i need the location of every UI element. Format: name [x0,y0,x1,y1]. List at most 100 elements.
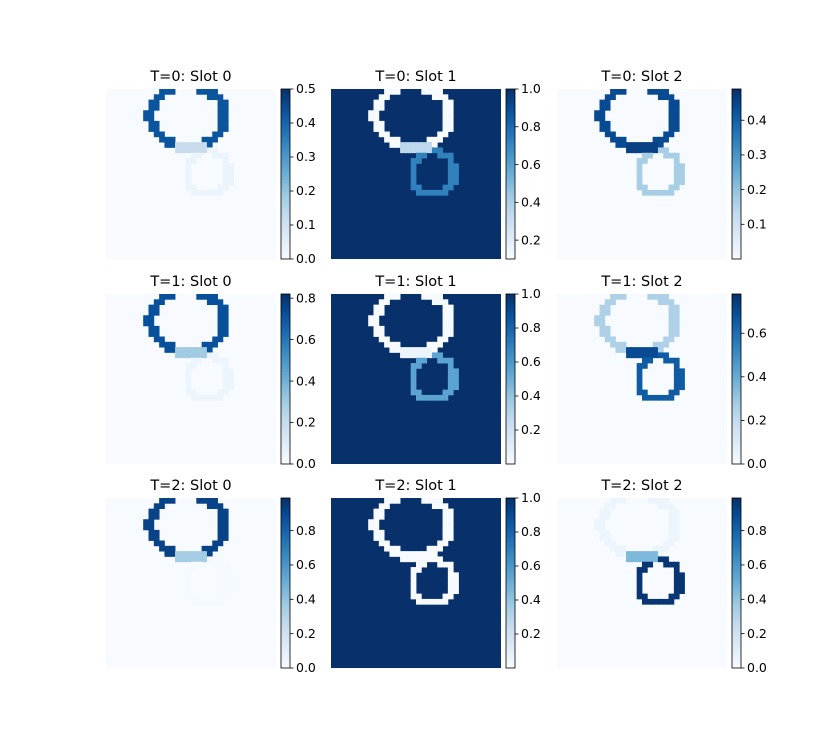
heatmap-cell [668,94,675,101]
heatmap-cell [437,394,443,401]
heatmap-cell [610,545,616,552]
heatmap-cell [642,347,648,353]
heatmap-cell [426,394,433,401]
heatmap-cell [378,304,385,311]
heatmap-cell [159,540,165,547]
heatmap-cell [447,104,454,111]
heatmap-cell [442,126,449,132]
heatmap-cell [217,561,224,568]
colorbar-tick-label: 0.6 [521,558,541,573]
heatmap-cell [679,588,685,595]
heatmap-cell [652,147,659,154]
heatmap-cell [196,357,203,364]
heatmap-cell [442,508,449,515]
heatmap-cell [447,535,454,541]
heatmap-cell [647,357,654,364]
heatmap-cell [657,598,664,605]
heatmap-cell [201,551,208,557]
heatmap-cell [615,551,622,557]
heatmap-cell [657,299,664,306]
heatmap-cell [191,389,197,396]
heatmap-cell [599,331,606,337]
heatmap-cell [442,325,449,332]
heatmap-cell [626,556,632,563]
heatmap-cell [416,158,422,164]
heatmap-cell [373,110,380,116]
heatmap-cell [615,347,622,353]
heatmap-cell [604,513,611,520]
colorbar-tick-label: 1.0 [521,490,541,505]
heatmap-cell [222,363,229,369]
heatmap-cell [652,347,659,353]
heatmap-cell [610,341,616,348]
heatmap-cell [164,341,171,348]
heatmap-cell [673,577,680,584]
heatmap-cell [652,341,659,348]
heatmap-cell [599,320,606,327]
heatmap-cell [159,545,165,552]
heatmap-cell [201,189,208,196]
heatmap-cell [636,577,643,584]
heatmap-cell [410,368,417,375]
heatmap-cell [222,389,229,396]
heatmap-cell [673,304,680,311]
heatmap-cell [416,567,422,573]
heatmap-cell [663,152,669,159]
heatmap-cell [384,503,390,510]
heatmap-cell [180,352,187,359]
heatmap-cell [636,389,643,396]
heatmap-cell [636,179,643,186]
heatmap-cell [594,320,600,327]
heatmap-cell [217,320,224,327]
heatmap-cell [442,540,449,547]
heatmap-cell [191,551,197,557]
heatmap-cell [217,315,224,321]
heatmap-cell [212,189,218,196]
heatmap-cell [647,142,654,148]
heatmap-cell [668,320,675,327]
heatmap-cell [410,363,417,369]
heatmap-cell [217,110,224,116]
heatmap-cell [599,110,606,116]
colorbar-tick-label: 0.6 [747,325,767,340]
heatmap-cell [368,115,374,122]
heatmap-cell [222,561,229,568]
heatmap-cell [673,508,680,515]
heatmap-cell [159,136,165,143]
colorbar-tick-label: 0.3 [747,147,767,162]
colorbar-tick-label: 0.8 [296,523,316,538]
heatmap-cell [185,567,192,573]
heatmap-cell [148,331,155,337]
heatmap-cell [599,104,606,111]
colorbar-tick-label: 0.2 [296,626,316,641]
heatmap-cell [663,498,669,504]
heatmap-cell [642,189,648,196]
colorbar [505,293,516,465]
heatmap-cell [169,136,176,143]
heatmap-cell [668,389,675,396]
heatmap-cell [673,115,680,122]
heatmap-cell [153,104,160,111]
heatmap-cell [222,567,229,573]
heatmap-cell [431,189,438,196]
heatmap-cell [604,104,611,111]
heatmap-cell [652,556,659,563]
heatmap-cell [437,294,443,300]
heatmap-cell [228,174,234,180]
heatmap-cell [421,498,428,504]
heatmap-cell [159,341,165,348]
heatmap-cell [642,567,648,573]
heatmap-cell [447,572,454,579]
heatmap-cell [636,379,643,385]
heatmap-cell [636,363,643,369]
heatmap-cell [217,104,224,111]
heatmap-cell [201,352,208,359]
heatmap-cell [442,513,449,520]
heatmap-cell [657,89,664,95]
heatmap-cell [228,577,234,584]
heatmap-cell [191,189,197,196]
heatmap-cell [421,294,428,300]
heatmap-cell [453,373,459,380]
heatmap-cell [668,540,675,547]
heatmap-cell [636,174,643,180]
